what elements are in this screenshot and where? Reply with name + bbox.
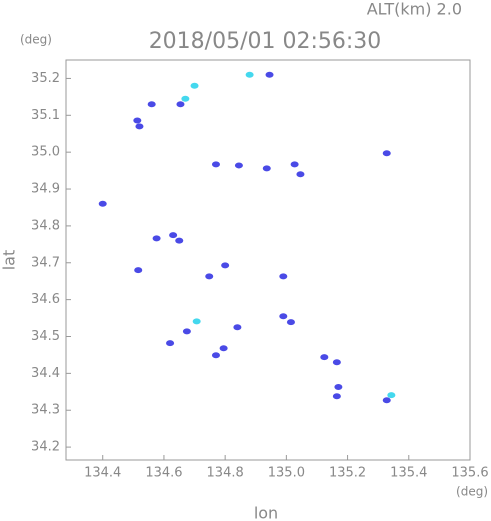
y-tick-label: 34.3 — [31, 403, 60, 418]
y-tick-label: 35.1 — [31, 108, 60, 123]
echo — [166, 340, 175, 347]
echo — [181, 95, 190, 102]
echo — [387, 392, 396, 399]
echo — [133, 117, 142, 124]
x-tick-label: 134.8 — [207, 466, 244, 481]
x-tick-label: 134.6 — [145, 466, 182, 481]
echo — [320, 354, 329, 361]
x-unit: (deg) — [456, 485, 488, 499]
echo — [332, 393, 341, 400]
echo — [221, 262, 230, 269]
echo — [98, 200, 107, 207]
echo — [382, 397, 391, 404]
echo — [279, 273, 288, 280]
x-tick-label: 135.0 — [268, 466, 305, 481]
x-tick-label: 134.4 — [84, 466, 121, 481]
echo — [332, 359, 341, 366]
echo — [219, 345, 228, 352]
echo — [296, 171, 305, 178]
x-tick-label: 135.6 — [451, 466, 488, 481]
y-tick-label: 34.8 — [31, 218, 60, 233]
echo — [190, 82, 199, 89]
echo — [245, 71, 254, 78]
echo — [147, 101, 156, 108]
echo — [176, 101, 185, 108]
echo — [233, 324, 242, 331]
echo — [234, 162, 243, 169]
y-tick-label: 34.5 — [31, 329, 60, 344]
y-tick-label: 34.4 — [31, 366, 60, 381]
y-tick-label: 34.6 — [31, 292, 60, 307]
echo — [211, 352, 220, 359]
echo — [334, 384, 343, 391]
y-unit: (deg) — [20, 33, 52, 47]
echo — [286, 319, 295, 326]
altitude: ALT(km) 2.0 — [367, 0, 462, 19]
y-tick-label: 35.0 — [31, 145, 60, 160]
y-tick-label: 34.2 — [31, 440, 60, 455]
echo — [211, 161, 220, 168]
echo — [182, 328, 191, 335]
echo — [290, 161, 299, 168]
echo — [265, 71, 274, 78]
x-axis-label: lon — [254, 504, 278, 521]
echo — [382, 150, 391, 157]
x-tick-label: 135.2 — [329, 466, 366, 481]
y-axis-label: lat — [0, 250, 19, 271]
echo — [279, 313, 288, 320]
plot-frame — [65, 59, 471, 461]
y-tick-label: 34.7 — [31, 255, 60, 270]
y-tick-label: 34.9 — [31, 182, 60, 197]
echo — [175, 237, 184, 244]
echo — [262, 165, 271, 172]
x-tick-label: 135.4 — [390, 466, 427, 481]
echo — [134, 267, 143, 274]
echo — [135, 123, 144, 130]
chart-title: 2018/05/01 02:56:30 — [149, 29, 382, 54]
y-tick-label: 35.2 — [31, 71, 60, 86]
echo — [205, 273, 214, 280]
echo — [192, 318, 201, 325]
echo — [152, 235, 161, 242]
echo — [169, 232, 178, 239]
